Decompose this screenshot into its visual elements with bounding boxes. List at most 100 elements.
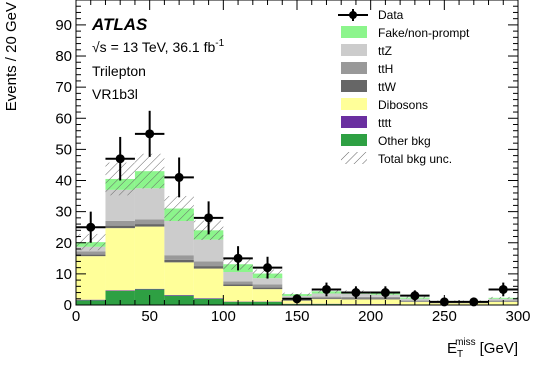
- atlas-label: ATLAS: [91, 15, 148, 34]
- bar-ttw-5: [223, 284, 253, 287]
- legend-item-ttw: ttW: [341, 80, 397, 94]
- x-tick-label-6: 300: [505, 308, 530, 325]
- bar-dibosons-0: [76, 256, 106, 300]
- region-label: VR1b3l: [92, 86, 138, 102]
- y-tick-label-0: 0: [64, 297, 72, 314]
- stacked-bars: [76, 171, 518, 305]
- bar-dibosons-1: [105, 228, 135, 291]
- bar-ttw-0: [76, 254, 106, 257]
- bar-t-t-t-t--3: [164, 295, 194, 296]
- y-tick-label-6: 60: [55, 110, 72, 127]
- x-tick-label-1: 50: [141, 308, 158, 325]
- bar-ttz-14: [488, 298, 518, 301]
- x-axis-title-sub: T: [457, 349, 463, 360]
- bar-t-t-t-t--1: [105, 290, 135, 291]
- legend-label-tttt: tttt: [378, 116, 392, 130]
- bar-ttz-3: [164, 220, 194, 256]
- bar-dibosons-5: [223, 286, 253, 302]
- data-point-5: [233, 253, 243, 263]
- data-point-14: [498, 284, 508, 294]
- y-axis-title: Events / 20 GeV: [3, 2, 20, 111]
- y-tick-label-3: 30: [55, 204, 72, 221]
- legend-item-tth: ttH: [341, 62, 393, 76]
- legend: Data Fake/non-prompt ttZ ttH ttW Diboson…: [338, 8, 470, 166]
- x-tick-label-3: 150: [284, 308, 309, 325]
- data-point-6: [263, 263, 273, 273]
- bar-tth-0: [76, 251, 106, 255]
- bar-t-t-t-t--2: [134, 288, 165, 290]
- legend-item-dibosons: Dibosons: [341, 98, 428, 112]
- x-axis-title-unit: [GeV]: [480, 340, 518, 357]
- legend-item-other: Other bkg: [341, 134, 431, 148]
- axis-ticks: [75, 0, 519, 306]
- bar-ttz-5: [223, 272, 253, 282]
- bar-tth-6: [252, 284, 283, 288]
- legend-label-unc: Total bkg unc.: [378, 152, 452, 166]
- bar-dibosons-3: [164, 262, 194, 296]
- y-tick-label-9: 90: [55, 17, 72, 34]
- y-tick-label-2: 20: [55, 235, 72, 252]
- bar-ttz-2: [134, 188, 165, 220]
- data-point-0: [86, 222, 96, 232]
- legend-item-unc: Total bkg unc.: [341, 152, 452, 166]
- bar-ttw-10: [370, 298, 401, 300]
- bar-ttw-4: [193, 266, 224, 269]
- energy-label-sup: -1: [215, 38, 224, 49]
- unc-band-14: [488, 296, 518, 299]
- x-axis-title-sup: miss: [455, 337, 476, 348]
- bar-tth-4: [193, 261, 224, 267]
- bar-other-bkg-1: [105, 290, 135, 305]
- x-axis-title-main: E: [447, 340, 457, 357]
- y-tick-label-7: 70: [55, 79, 72, 96]
- legend-label-fake: Fake/non-prompt: [378, 26, 470, 40]
- y-tick-label-8: 80: [55, 48, 72, 65]
- bar-tth-1: [105, 220, 135, 226]
- bar-tth-8: [311, 296, 342, 299]
- bar-ttw-3: [164, 259, 194, 263]
- data-point-3: [174, 172, 184, 182]
- data-point-1: [115, 154, 125, 164]
- bar-ttw-6: [252, 287, 283, 290]
- x-tick-label-0: 0: [72, 308, 80, 325]
- legend-item-data: Data: [338, 8, 404, 22]
- legend-item-tttt: tttt: [341, 116, 392, 130]
- bar-tth-5: [223, 281, 253, 285]
- channel-label: Trilepton: [92, 63, 146, 79]
- x-tick-label-2: 100: [211, 308, 236, 325]
- y-tick-label-4: 40: [55, 173, 72, 190]
- unc-band-7: [282, 292, 312, 296]
- x-tick-label-4: 200: [358, 308, 383, 325]
- bar-dibosons-6: [252, 289, 283, 302]
- bar-tth-3: [164, 255, 194, 260]
- legend-label-data: Data: [378, 8, 404, 22]
- bar-ttw-9: [341, 298, 371, 300]
- legend-item-ttz: ttZ: [341, 44, 392, 58]
- data-point-11: [410, 291, 420, 301]
- legend-label-tth: ttH: [378, 62, 393, 76]
- legend-item-fake: Fake/non-prompt: [341, 26, 470, 40]
- bar-ttw-2: [134, 224, 165, 227]
- x-axis-title: ETmiss [GeV]: [447, 337, 518, 360]
- data-point-10: [380, 288, 390, 298]
- y-tick-label-5: 50: [55, 141, 72, 158]
- legend-label-ttw: ttW: [378, 80, 397, 94]
- energy-label: √s = 13 TeV, 36.1 fb-1: [92, 38, 225, 55]
- bar-ttz-6: [252, 278, 283, 285]
- x-tick-label-5: 250: [432, 308, 457, 325]
- bar-ttw-1: [105, 225, 135, 229]
- bar-tth-2: [134, 219, 165, 225]
- data-point-4: [204, 213, 214, 223]
- energy-label-main: √s = 13 TeV, 36.1 fb: [92, 39, 215, 55]
- data-point-2: [145, 129, 155, 139]
- unc-band-2: [134, 153, 165, 189]
- bar-t-t-t-t--4: [193, 298, 224, 299]
- bar-dibosons-2: [134, 226, 165, 289]
- bar-dibosons-4: [193, 268, 224, 299]
- unc-band-3: [164, 195, 194, 222]
- tick-labels: 0 50 100 150 200 250 300 0 10 20 30 40 50 60 70 80 90: [55, 17, 530, 325]
- y-tick-label-1: 10: [55, 266, 72, 283]
- legend-label-ttz: ttZ: [378, 44, 392, 58]
- legend-label-other: Other bkg: [378, 134, 431, 148]
- legend-label-dibosons: Dibosons: [378, 98, 428, 112]
